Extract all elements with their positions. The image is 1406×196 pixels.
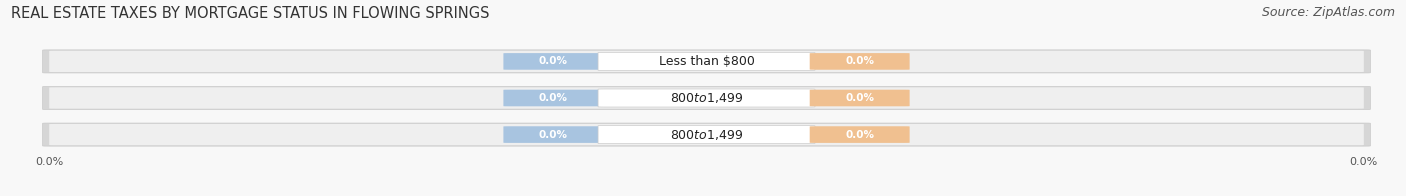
Text: $800 to $1,499: $800 to $1,499 xyxy=(669,91,744,105)
Text: 0.0%: 0.0% xyxy=(845,93,875,103)
FancyBboxPatch shape xyxy=(598,52,815,70)
Text: 0.0%: 0.0% xyxy=(538,130,568,140)
Text: 0.0%: 0.0% xyxy=(538,56,568,66)
Text: 0.0%: 0.0% xyxy=(845,56,875,66)
Text: REAL ESTATE TAXES BY MORTGAGE STATUS IN FLOWING SPRINGS: REAL ESTATE TAXES BY MORTGAGE STATUS IN … xyxy=(11,6,489,21)
Text: Source: ZipAtlas.com: Source: ZipAtlas.com xyxy=(1261,6,1395,19)
FancyBboxPatch shape xyxy=(49,87,1364,109)
FancyBboxPatch shape xyxy=(810,126,910,143)
FancyBboxPatch shape xyxy=(503,90,603,106)
FancyBboxPatch shape xyxy=(503,126,603,143)
Legend: Without Mortgage, With Mortgage: Without Mortgage, With Mortgage xyxy=(583,193,830,196)
Text: $800 to $1,499: $800 to $1,499 xyxy=(669,128,744,142)
FancyBboxPatch shape xyxy=(810,90,910,106)
FancyBboxPatch shape xyxy=(503,53,603,70)
FancyBboxPatch shape xyxy=(42,86,1371,110)
Text: 0.0%: 0.0% xyxy=(845,130,875,140)
Text: Less than $800: Less than $800 xyxy=(658,55,755,68)
Text: 0.0%: 0.0% xyxy=(538,93,568,103)
FancyBboxPatch shape xyxy=(42,50,1371,73)
FancyBboxPatch shape xyxy=(810,53,910,70)
FancyBboxPatch shape xyxy=(598,89,815,107)
FancyBboxPatch shape xyxy=(598,126,815,144)
FancyBboxPatch shape xyxy=(49,124,1364,145)
FancyBboxPatch shape xyxy=(49,51,1364,72)
FancyBboxPatch shape xyxy=(42,123,1371,146)
